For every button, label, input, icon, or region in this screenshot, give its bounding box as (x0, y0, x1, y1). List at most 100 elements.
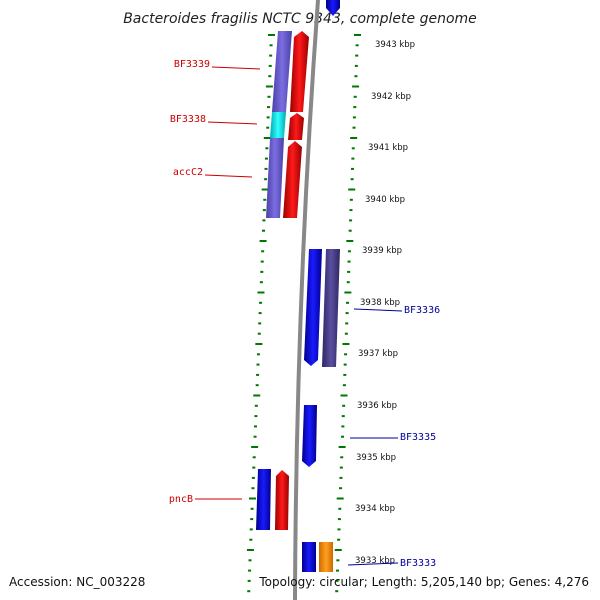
tick-mark (340, 435, 344, 438)
tick-mark (259, 240, 267, 242)
ruler-label-3934: 3934 kbp (355, 504, 395, 514)
tick-mark (246, 549, 254, 551)
gene-label-bf3338[interactable]: BF3338 (170, 114, 206, 125)
tick-mark (261, 250, 265, 253)
tick-mark (335, 579, 339, 582)
gene-label-bf3339[interactable]: BF3339 (174, 59, 210, 70)
ruler-label-3937: 3937 kbp (358, 349, 398, 359)
ruler-label-3939: 3939 kbp (362, 246, 402, 256)
tick-mark (342, 343, 350, 345)
tick-mark (354, 75, 358, 78)
tick-mark (350, 167, 354, 170)
tick-mark (354, 64, 358, 67)
tick-mark (269, 44, 273, 47)
tick-mark (347, 270, 351, 273)
tick-mark (253, 394, 261, 397)
tick-mark (348, 229, 352, 232)
tick-mark (346, 240, 354, 242)
tick-mark (349, 219, 353, 222)
tick-mark (349, 209, 353, 212)
gene-label-bf3333[interactable]: BF3333 (400, 558, 436, 569)
gene-label-pncb[interactable]: pncB (169, 494, 193, 505)
tick-mark (249, 497, 257, 500)
tick-mark (343, 363, 347, 366)
topology-text: Topology: circular; Length: 5,205,140 bp… (258, 575, 589, 589)
tick-marks (246, 34, 361, 593)
tick-mark (257, 332, 261, 335)
tick-mark (339, 487, 343, 490)
tick-mark (345, 312, 349, 315)
tick-mark (258, 322, 262, 325)
gene-feature-accc2-cds (266, 138, 284, 218)
leader-line-bf3336 (353, 308, 403, 312)
tick-mark (253, 435, 257, 438)
tick-mark (251, 487, 255, 490)
tick-mark (264, 178, 268, 181)
ruler-label-3935: 3935 kbp (356, 453, 396, 463)
tick-mark (252, 466, 256, 469)
tick-mark (251, 476, 255, 479)
tick-mark (350, 137, 358, 139)
tick-mark (262, 209, 266, 212)
gene-label-bf3335[interactable]: BF3335 (400, 432, 436, 443)
tick-mark (344, 332, 348, 335)
tick-mark (346, 281, 350, 284)
gene-label-bf3336[interactable]: BF3336 (404, 305, 440, 316)
gene-feature-pncb-cds (256, 469, 271, 530)
tick-mark (268, 75, 272, 78)
tick-mark (261, 229, 265, 232)
tick-mark (339, 466, 343, 469)
gene-feature-bf3336 (304, 249, 322, 366)
tick-mark (264, 167, 268, 170)
tick-mark (354, 34, 361, 36)
tick-mark (336, 497, 344, 500)
tick-mark (252, 456, 256, 459)
tick-mark (257, 291, 265, 294)
gene-feature-bf3335 (302, 405, 317, 467)
tick-mark (351, 157, 355, 160)
tick-mark (263, 198, 267, 201)
tick-mark (340, 394, 348, 397)
tick-mark (247, 579, 251, 582)
tick-mark (344, 353, 348, 356)
genome-backbone (293, 0, 320, 600)
gene-feature-bf3338 (288, 113, 304, 140)
tick-mark (256, 373, 260, 376)
tick-mark (258, 312, 262, 315)
gene-feature-bf3336-cds (322, 249, 340, 367)
tick-mark (338, 507, 342, 510)
gene-feature-pncb (275, 470, 289, 530)
gene-feature-bf3339-cds (272, 31, 292, 112)
tick-mark (345, 322, 349, 325)
tick-mark (259, 281, 263, 284)
tick-mark (336, 559, 340, 562)
tick-mark (347, 260, 351, 263)
leader-line-bf3339 (211, 66, 261, 70)
gene-feature-bf3333-fwd (302, 542, 316, 572)
tick-mark (254, 404, 258, 407)
tick-mark (250, 507, 254, 510)
ruler-label-3936: 3936 kbp (357, 401, 397, 411)
tick-mark (262, 219, 266, 222)
tick-mark (264, 157, 268, 160)
tick-mark (269, 54, 273, 57)
tick-mark (342, 404, 346, 407)
tick-mark (344, 291, 352, 294)
ruler-label-3941: 3941 kbp (368, 143, 408, 153)
tick-mark (261, 188, 269, 191)
tick-mark (268, 64, 272, 67)
tick-mark (260, 270, 264, 273)
tick-mark (337, 518, 341, 521)
tick-mark (248, 569, 252, 572)
tick-mark (251, 446, 259, 448)
gene-feature-bf3333 (319, 542, 333, 572)
tick-mark (268, 34, 275, 36)
tick-mark (355, 44, 359, 47)
tick-mark (338, 446, 346, 448)
tick-mark (256, 353, 260, 356)
gene-label-accc2[interactable]: accC2 (173, 167, 203, 178)
tick-mark (266, 116, 270, 119)
tick-mark (267, 95, 271, 98)
